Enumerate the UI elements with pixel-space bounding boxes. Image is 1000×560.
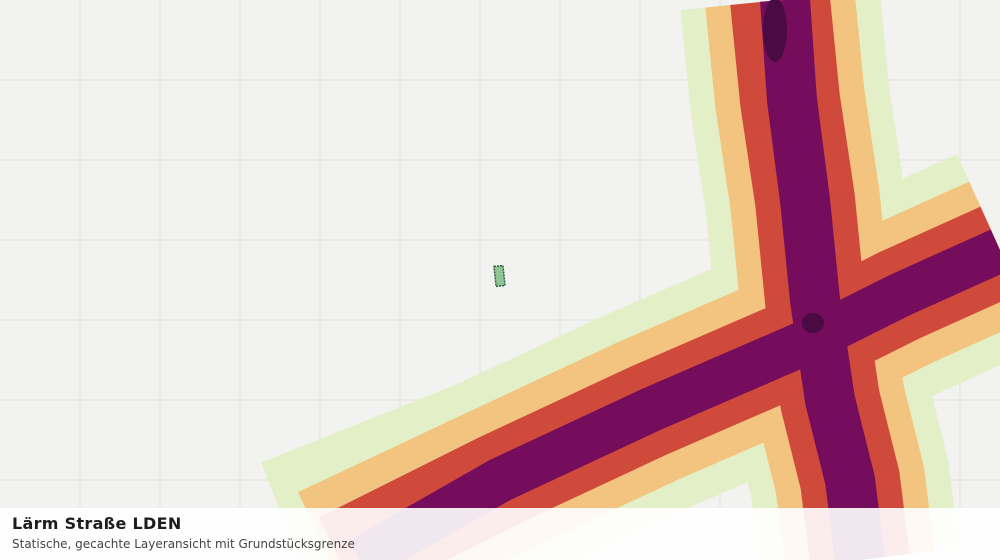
zone-very-high <box>348 0 1000 560</box>
layer-info: Lärm Straße LDEN Statische, gecachte Lay… <box>0 508 1000 560</box>
parcel[interactable] <box>493 264 506 288</box>
zone-peak <box>802 313 824 333</box>
zone-peak <box>763 0 787 62</box>
layer-title: Lärm Straße LDEN <box>12 514 182 533</box>
noise-zones <box>261 0 1000 560</box>
layer-subtitle: Statische, gecachte Layeransicht mit Gru… <box>12 537 355 551</box>
